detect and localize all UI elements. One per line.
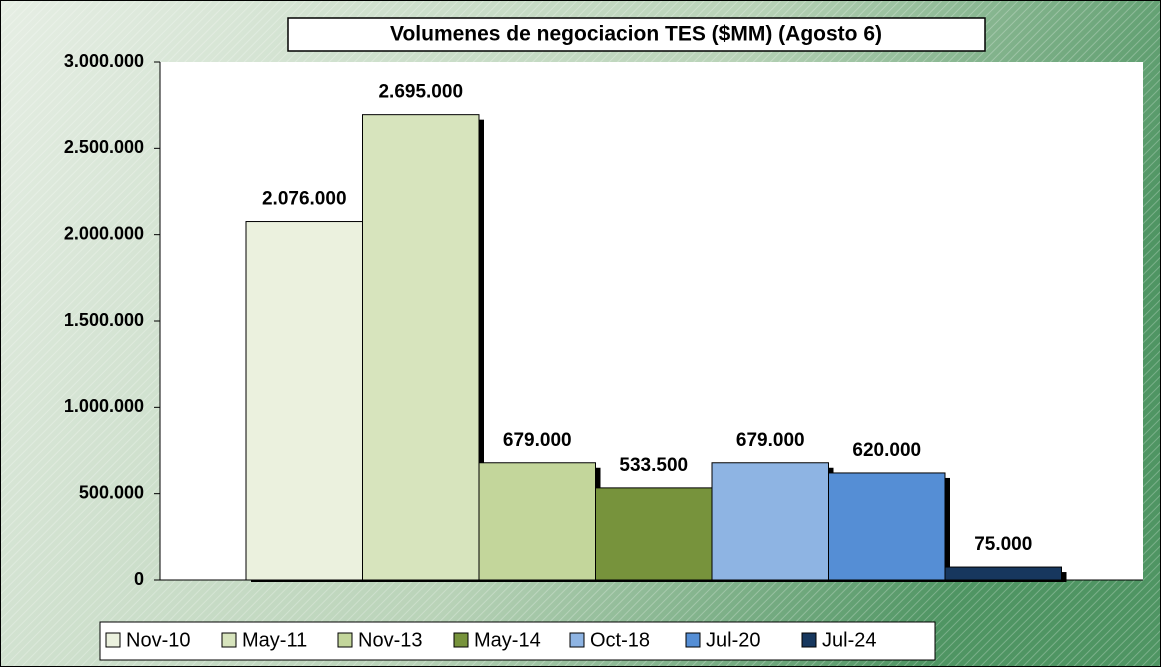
bar xyxy=(711,462,829,581)
value-label: 75.000 xyxy=(974,534,1032,555)
legend-swatch xyxy=(685,632,701,648)
value-label: 2.076.000 xyxy=(262,189,347,210)
legend-label: Nov-13 xyxy=(358,629,422,651)
value-label: 620.000 xyxy=(852,440,921,461)
chart-title: Volumenes de negociacion TES ($MM) (Agos… xyxy=(390,23,882,46)
legend-swatch xyxy=(569,632,585,648)
y-tick-label: 3.000.000 xyxy=(64,51,144,71)
bar xyxy=(828,472,946,581)
value-label: 533.500 xyxy=(619,455,688,476)
bar xyxy=(362,114,480,581)
legend-label: May-11 xyxy=(242,629,307,651)
bar xyxy=(595,487,713,581)
legend-label: May-14 xyxy=(474,629,541,651)
legend-swatch xyxy=(337,632,353,648)
bar xyxy=(478,462,596,581)
legend-label: Jul-24 xyxy=(822,629,876,651)
y-tick-label: 500.000 xyxy=(79,482,144,502)
legend-box xyxy=(99,621,936,661)
legend-label: Nov-10 xyxy=(126,629,190,651)
legend-swatch xyxy=(453,632,469,648)
value-label: 679.000 xyxy=(503,430,572,451)
value-label: 679.000 xyxy=(736,430,805,451)
bar xyxy=(245,221,363,581)
title-box xyxy=(287,17,986,52)
legend-label: Oct-18 xyxy=(590,629,650,651)
legend-swatch xyxy=(105,632,121,648)
legend-label: Jul-20 xyxy=(706,629,760,651)
y-tick-label: 2.500.000 xyxy=(64,137,144,157)
y-tick-label: 2.000.000 xyxy=(64,223,144,243)
legend-swatch xyxy=(221,632,237,648)
y-tick-label: 0 xyxy=(134,569,144,589)
y-tick-label: 1.500.000 xyxy=(64,310,144,330)
bar xyxy=(944,566,1062,581)
legend-swatch xyxy=(801,632,817,648)
y-tick-label: 1.000.000 xyxy=(64,396,144,416)
value-label: 2.695.000 xyxy=(378,82,463,103)
